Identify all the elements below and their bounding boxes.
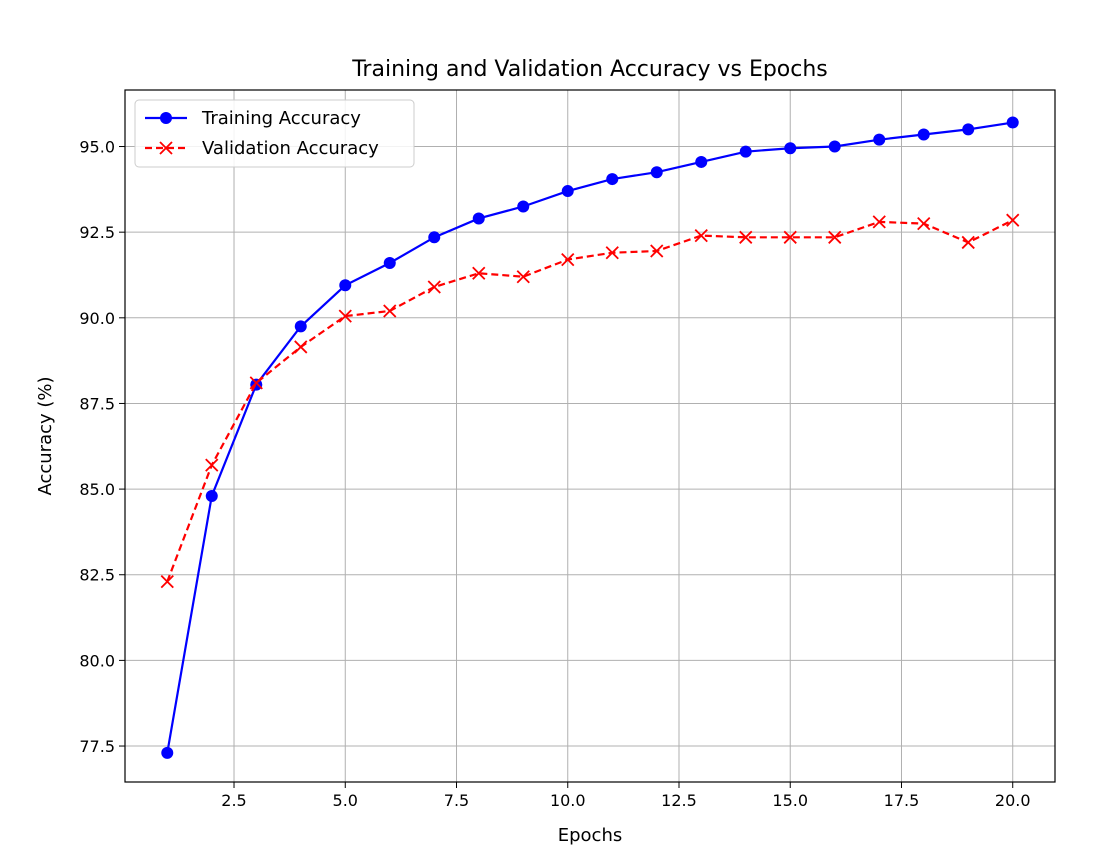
series-0-point [917,128,930,141]
series-line-1 [166,219,1014,582]
series-1-point [427,280,441,294]
series-1-point [872,215,886,229]
y-tick-label: 90.0 [79,309,115,328]
series-1-point [917,216,931,231]
legend-entry-training: Training Accuracy [145,108,361,129]
series-0-point [1006,116,1019,129]
series-1-point [694,228,708,243]
y-tick-label: 77.5 [79,737,115,756]
legend-box [134,99,415,168]
series-1-point [783,230,797,244]
legend: Training Accuracy Validation Accuracy [134,99,415,168]
series-1-point [472,266,486,280]
series-1-point [605,246,619,260]
x-tick-label: 10.0 [550,791,586,810]
series-0-point [472,212,485,225]
series-1-point [338,309,352,323]
y-axis-label: Accuracy (%) [35,376,56,495]
series-1-point [160,574,174,589]
x-tick-label: 20.0 [995,791,1031,810]
x-tick-label: 5.0 [333,791,358,810]
chart-title: Training and Validation Accuracy vs Epoc… [351,57,828,82]
ticks: 2.5 5.0 7.5 10.0 12.5 15.0 17.5 20.0 77.5 80.0 82.… [79,138,1030,810]
legend-label-validation: Validation Accuracy [202,138,379,159]
x-tick-label: 12.5 [661,791,697,810]
series-1-point [294,340,308,354]
series-0-point [739,145,752,158]
series-1-point [516,270,530,284]
plot-frame [124,89,1056,783]
series-0-point [294,320,307,333]
legend-marker-training [160,112,172,124]
series-1-point [561,252,575,267]
x-tick-label: 7.5 [444,791,469,810]
y-tick-label: 85.0 [79,480,115,499]
series-0-point [339,279,352,292]
series-1-point [205,458,219,472]
series-0-point [873,133,886,146]
series-layer [160,116,1020,759]
series-0-point [784,142,797,155]
y-tick-label: 80.0 [79,651,115,670]
series-1-point [828,230,842,244]
grid [125,90,1055,782]
series-0-point [695,155,708,168]
x-tick-label: 15.0 [772,791,808,810]
series-0-point [517,200,530,213]
series-0-point [383,257,396,269]
series-line-0 [166,121,1013,754]
legend-label-training: Training Accuracy [201,108,361,129]
legend-marker-validation [159,141,173,155]
y-tick-label: 87.5 [79,394,115,413]
x-axis-label: Epochs [558,825,623,846]
y-tick-label: 92.5 [79,223,115,242]
series-1-point [1006,213,1020,227]
x-tick-label: 2.5 [221,791,246,810]
series-1-point [961,235,975,250]
series-0-point [428,231,441,244]
series-0-point [205,489,218,502]
x-tick-label: 17.5 [884,791,920,810]
series-0-point [606,173,619,186]
series-1-point [383,304,397,318]
y-tick-label: 82.5 [79,566,115,585]
y-tick-label: 95.0 [79,138,115,157]
series-0-point [828,140,841,153]
series-0-point [650,166,663,179]
series-0-point [962,123,975,136]
series-0-point [561,185,574,198]
legend-entry-validation: Validation Accuracy [145,138,379,159]
series-0-point [161,746,174,759]
series-1-point [650,244,664,258]
series-1-point [739,230,753,244]
series-1-point [249,376,263,390]
